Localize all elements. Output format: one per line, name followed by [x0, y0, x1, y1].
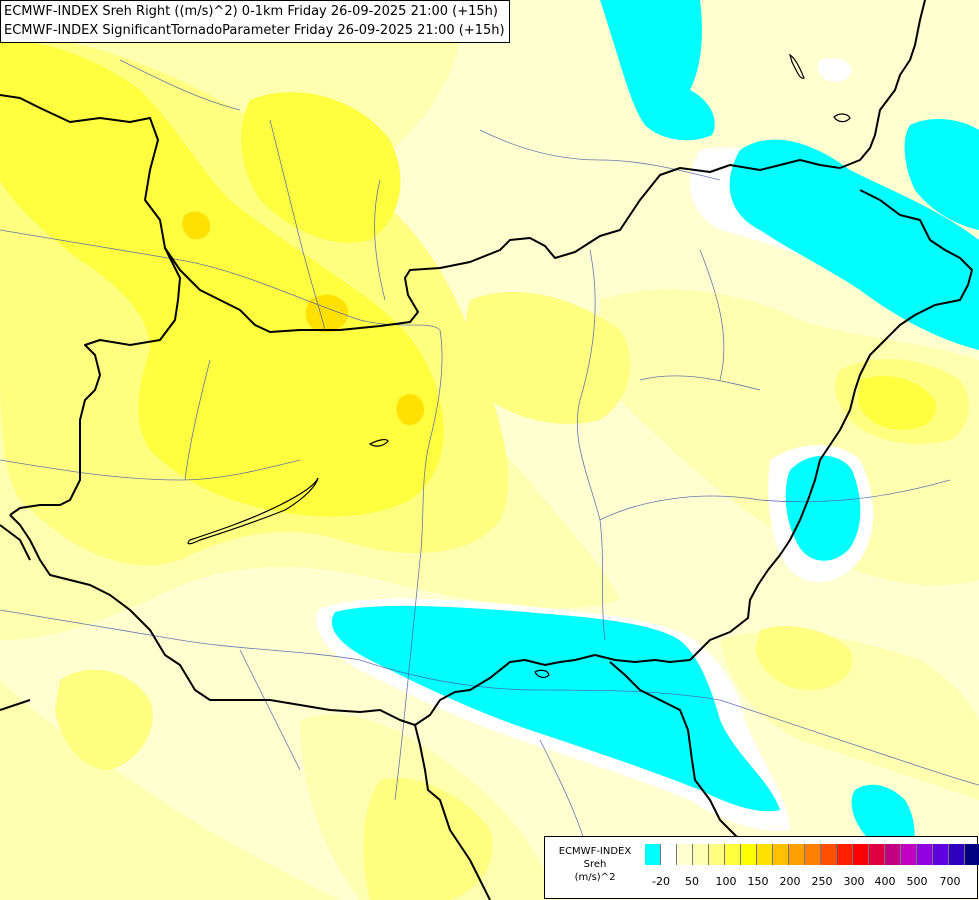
legend-title-model: ECMWF-INDEX [558, 846, 632, 857]
legend-swatch [853, 844, 869, 865]
legend-swatch [725, 844, 741, 865]
sreh-field-negative [316, 0, 979, 857]
legend-swatch [917, 844, 933, 865]
legend-swatch [965, 844, 979, 865]
map-header: ECMWF-INDEX Sreh Right ((m/s)^2) 0-1km F… [0, 0, 510, 43]
header-line-sreh: ECMWF-INDEX Sreh Right ((m/s)^2) 0-1km F… [4, 4, 498, 19]
legend-unit: (m/s)^2 [574, 872, 616, 883]
sreh-field-strong [0, 40, 936, 517]
legend-tick-label: 300 [843, 875, 865, 888]
legend-swatch [677, 844, 693, 865]
legend-tick-label: 150 [747, 875, 769, 888]
legend-swatch [773, 844, 789, 865]
legend-tick-label: 700 [939, 875, 961, 888]
legend-swatch [709, 844, 725, 865]
rivers [0, 59, 979, 861]
legend-tick-label: -20 [652, 875, 670, 888]
lake-balaton [187, 477, 319, 545]
legend-swatch [933, 844, 949, 865]
legend-swatch [821, 844, 837, 865]
legend-swatch [869, 844, 885, 865]
color-legend: ECMWF-INDEX Sreh (m/s)^2 -20 50 100 150 200 2… [544, 836, 979, 899]
legend-swatch [805, 844, 821, 865]
legend-swatch [837, 844, 853, 865]
legend-tick-label: 250 [811, 875, 833, 888]
legend-swatch [741, 844, 757, 865]
header-line-stp: ECMWF-INDEX SignificantTornadoParameter … [4, 23, 505, 38]
legend-swatch [661, 844, 677, 865]
legend-tick-label: 200 [779, 875, 801, 888]
legend-swatch [901, 844, 917, 865]
legend-title: ECMWF-INDEX Sreh (m/s)^2 [549, 845, 641, 884]
legend-swatch [789, 844, 805, 865]
legend-swatch [693, 844, 709, 865]
legend-tick-label: 400 [874, 875, 896, 888]
legend-tick-label: 100 [715, 875, 737, 888]
legend-swatch [757, 844, 773, 865]
legend-title-param: Sreh [583, 859, 607, 870]
lakes [187, 53, 851, 678]
legend-tick-label: 500 [906, 875, 928, 888]
legend-swatch [949, 844, 965, 865]
legend-swatch [645, 844, 661, 865]
legend-tick-label: 50 [685, 875, 699, 888]
legend-swatch [885, 844, 901, 865]
legend-color-bar [645, 844, 979, 865]
